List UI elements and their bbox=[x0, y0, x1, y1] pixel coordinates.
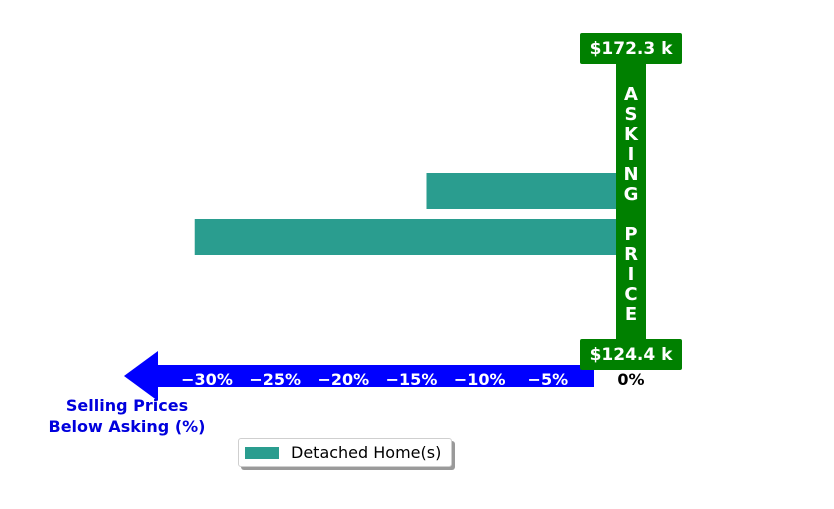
asking-price-letter: G bbox=[624, 184, 639, 205]
price-bottom-box bbox=[580, 339, 682, 370]
axis-label-line-1: Selling Prices bbox=[66, 396, 188, 415]
x-tick-labels: −30% −25% −20% −15% −10% −5% bbox=[181, 370, 568, 389]
asking-price-letter: C bbox=[624, 284, 637, 305]
asking-price-letter: N bbox=[623, 164, 638, 185]
axis-label-line-2: Below Asking (%) bbox=[49, 417, 206, 436]
legend-label: Detached Home(s) bbox=[291, 443, 442, 462]
price-bottom-label: $124.4 k bbox=[590, 345, 674, 365]
asking-price-letter: E bbox=[625, 304, 637, 325]
x-tick-label: −15% bbox=[386, 370, 438, 389]
pillar-body bbox=[616, 60, 646, 346]
bars bbox=[194, 173, 617, 255]
bar bbox=[426, 173, 616, 209]
x-tick-label: −10% bbox=[454, 370, 506, 389]
x-axis-arrow bbox=[124, 351, 594, 401]
legend-swatch bbox=[245, 446, 279, 459]
asking-price-letter: R bbox=[624, 244, 638, 265]
zero-tick-label: 0% bbox=[617, 370, 644, 389]
price-top-label: $172.3 k bbox=[590, 39, 674, 59]
price-top-box bbox=[580, 33, 682, 64]
x-tick-label: −20% bbox=[317, 370, 369, 389]
asking-price-letter: A bbox=[624, 84, 638, 105]
bar bbox=[194, 219, 617, 255]
x-tick-label: −25% bbox=[249, 370, 301, 389]
legend: Detached Home(s) bbox=[238, 438, 452, 467]
x-tick-label: −30% bbox=[181, 370, 233, 389]
asking-price-letter: S bbox=[625, 104, 638, 125]
x-tick-label: −5% bbox=[528, 370, 569, 389]
asking-price-letter: P bbox=[624, 224, 637, 245]
asking-price-letter: I bbox=[628, 264, 635, 285]
arrow-head-icon bbox=[124, 351, 158, 401]
arrow-shaft bbox=[155, 365, 594, 387]
asking-price-letter: I bbox=[628, 144, 635, 165]
asking-price-letter: K bbox=[624, 124, 639, 145]
